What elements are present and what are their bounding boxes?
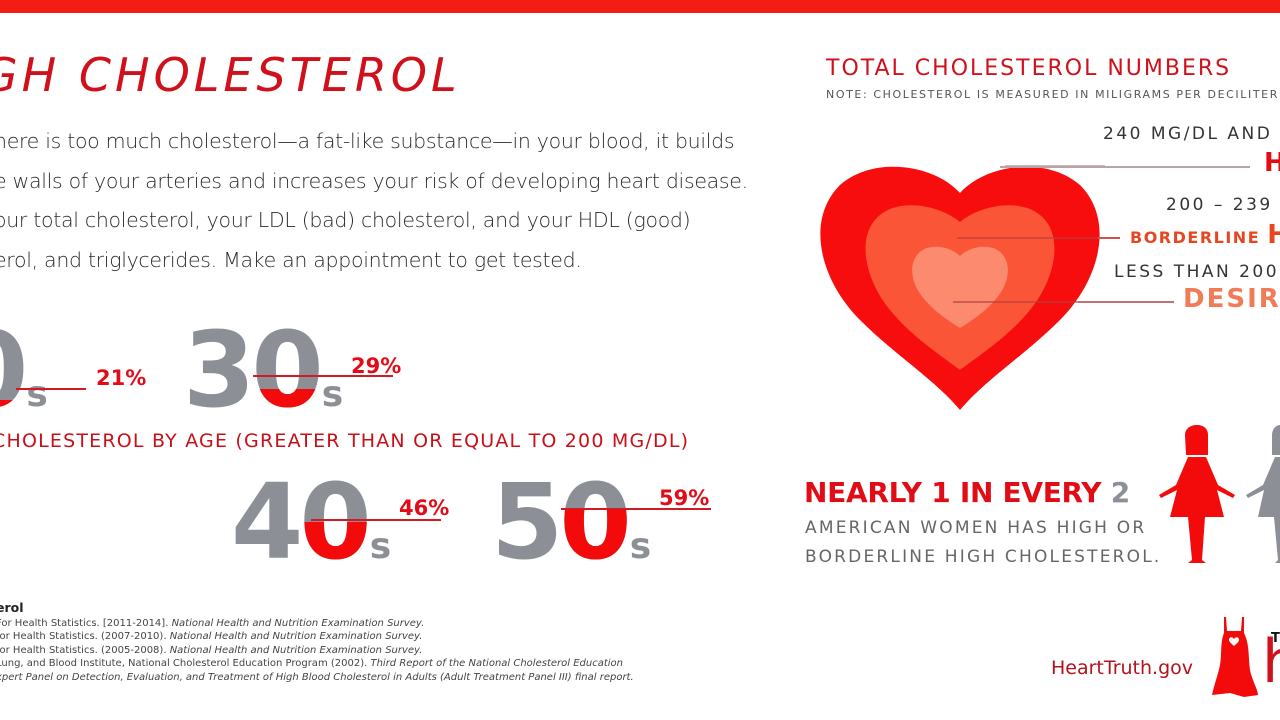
stat-body-line: AMERICAN WOMEN HAS HIGH OR <box>805 518 1147 538</box>
measurement-note: NOTE: CHOLESTEROL IS MEASURED IN MILIGRA… <box>826 88 1280 101</box>
intro-line: erol, and triglycerides. Make an appoint… <box>0 247 582 272</box>
references-title: erol <box>0 600 24 615</box>
level-high-leader <box>1000 166 1250 168</box>
decade-suffix: s <box>321 374 344 415</box>
stat-body-line: BORDERLINE HIGH CHOLESTEROL. <box>805 547 1162 567</box>
women-figures <box>1159 425 1280 563</box>
percent-leader-line <box>253 375 393 377</box>
level-borderline-label: BORDERLINE H <box>1130 220 1280 250</box>
total-cholesterol-title: TOTAL CHOLESTEROL NUMBERS <box>826 56 1232 81</box>
level-desirable-label: DESIRA <box>1183 284 1280 314</box>
intro-line: here is too much cholesterol—a fat-like … <box>0 129 735 153</box>
decade-suffix: s <box>369 526 392 567</box>
age-stat-30s: 300s 29% <box>183 309 401 431</box>
intro-line: our total cholesterol, your LDL (bad) ch… <box>0 208 691 232</box>
stat-body: AMERICAN WOMEN HAS HIGH OR BORDERLINE HI… <box>805 514 1162 572</box>
age-stat-20s: 00s 21% <box>0 318 146 422</box>
red-dress-logo-icon <box>1212 617 1258 697</box>
level-desirable-range: LESS THAN 200 M <box>1114 262 1280 282</box>
page-title: GH CHOLESTEROL <box>0 48 461 102</box>
age-stat-40s: 400s 46% <box>231 461 449 583</box>
level-borderline-leader <box>1098 237 1120 239</box>
decade-number: 00 <box>0 318 28 422</box>
reference-item: Lung, and Blood Institute, National Chol… <box>0 658 623 670</box>
reference-item: for Health Statistics. (2007-2010). Nati… <box>0 631 423 643</box>
logo-text-t: T <box>1271 631 1280 646</box>
level-borderline-range: 200 – 239 M <box>1166 195 1280 215</box>
level-high-label: H <box>1264 148 1280 178</box>
level-desirable-leader <box>1078 301 1174 303</box>
reference-item: For Health Statistics. [2011-2014]. Nati… <box>0 618 425 629</box>
stat-headline: NEARLY 1 IN EVERY 2 <box>804 476 1130 509</box>
level-high-range: 240 MG/DL AND A <box>1103 124 1280 144</box>
percent-leader-line <box>561 508 711 510</box>
age-stat-50s: 50 0 s 59% <box>491 461 711 583</box>
heart-levels-graphic <box>820 165 1105 410</box>
top-banner-bar <box>0 0 1280 13</box>
intro-line: e walls of your arteries and increases y… <box>0 168 748 193</box>
woman-gray-icon <box>1246 425 1280 563</box>
percent-leader-line <box>16 388 86 390</box>
references: erol For Health Statistics. [2011-2014].… <box>0 600 656 684</box>
percent-value: 46% <box>399 496 450 520</box>
intro-paragraph: here is too much cholesterol—a fat-like … <box>0 122 794 280</box>
decade-number: 300 <box>183 309 324 431</box>
percent-value: 21% <box>96 366 147 390</box>
age-caption: CHOLESTEROL BY AGE (GREATER THAN OR EQUA… <box>0 430 690 452</box>
woman-red-icon <box>1159 425 1235 563</box>
percent-leader-line <box>311 519 441 521</box>
percent-value: 29% <box>351 354 402 378</box>
reference-item: for Health Statistics. (2005-2008). Nati… <box>0 644 423 656</box>
decade-number: 50 0 <box>491 461 632 583</box>
decade-suffix: s <box>26 374 48 415</box>
heart-inner-icon <box>912 246 1008 328</box>
reference-item: xpert Panel on Detection, Evaluation, an… <box>0 671 634 683</box>
hearttruth-link[interactable]: HeartTruth.gov <box>1051 657 1194 679</box>
decade-suffix: s <box>629 526 652 567</box>
percent-value: 59% <box>659 486 710 510</box>
logo-text-h: h <box>1262 632 1280 692</box>
decade-number: 400 <box>231 461 372 583</box>
